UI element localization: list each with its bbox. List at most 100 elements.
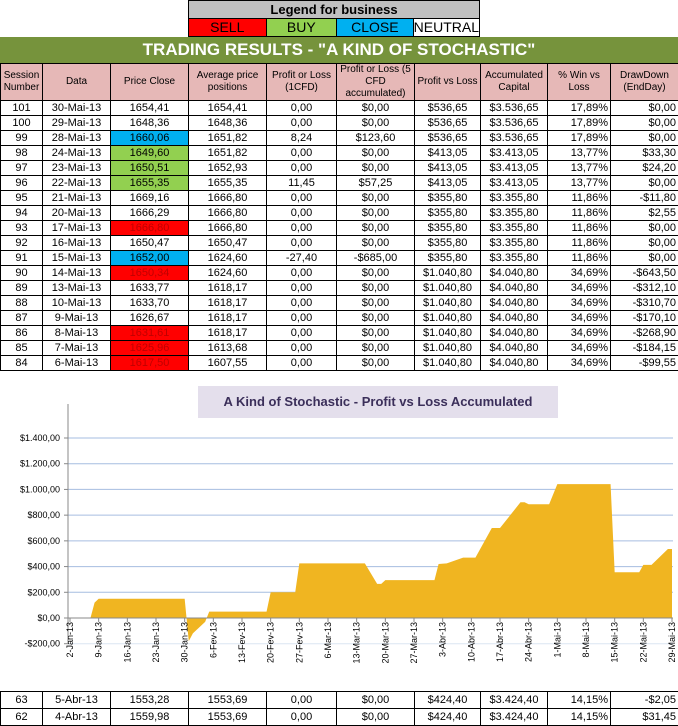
y-tick-label: $800,00 [27, 510, 60, 520]
y-tick-label: $200,00 [27, 587, 60, 597]
cell--win-vs-loss: 34,69% [547, 295, 611, 311]
cell-price-close: 1559,98 [110, 708, 189, 726]
cell-profit-or-loss-1cfd: 0,00 [266, 205, 337, 221]
y-tick-label: $600,00 [27, 536, 60, 546]
x-tick-label: 22-Mai-13 [638, 622, 648, 663]
table-row: 62 4-Abr-13 1559,98 1553,69 0,00 $0,00 $424,40… [0, 708, 678, 726]
x-tick-label: 27-Fev-13 [294, 622, 304, 663]
cell-price-close: 1649,60 [110, 145, 189, 161]
cell-profit-or-loss-5-cfd-accumulated: $0,00 [336, 708, 415, 726]
cell-price-close: 1652,00 [110, 250, 189, 266]
cell-drawdown-endday: -$11,80 [610, 190, 678, 206]
cell-average-price-positions: 1618,17 [188, 310, 267, 326]
x-tick-label: 15-Mai-13 [610, 622, 620, 663]
cell-drawdown-endday: $0,00 [610, 235, 678, 251]
cell-drawdown-endday: -$170,10 [610, 310, 678, 326]
column-header: Profit vs Loss [414, 63, 481, 101]
cell-profit-or-loss-1cfd: 0,00 [266, 235, 337, 251]
x-tick-label: 8-Mai-13 [581, 622, 591, 658]
cell-session-number: 101 [0, 100, 43, 116]
cell-average-price-positions: 1607,55 [188, 355, 267, 371]
cell-price-close: 1650,51 [110, 160, 189, 176]
cell-accumulated-capital: $3.355,80 [480, 250, 548, 266]
cell-profit-vs-loss: $1.040,80 [414, 310, 481, 326]
x-tick-label: 2-Jan-13 [65, 622, 75, 658]
cell-accumulated-capital: $4.040,80 [480, 265, 548, 281]
cell-accumulated-capital: $3.424,40 [480, 691, 548, 709]
legend-neutral: NEUTRAL [413, 19, 479, 36]
cell-price-close: 1626,67 [110, 310, 189, 326]
cell-session-number: 93 [0, 220, 43, 236]
cell-profit-or-loss-5-cfd-accumulated: $57,25 [336, 175, 415, 191]
table-row: 88 10-Mai-13 1633,70 1618,17 0,00 $0,00 $1.040… [0, 295, 678, 311]
cell-average-price-positions: 1618,17 [188, 295, 267, 311]
cell-price-close: 1553,28 [110, 691, 189, 709]
table-row: 97 23-Mai-13 1650,51 1652,93 0,00 $0,00 $413,0… [0, 160, 678, 176]
table-row: 92 16-Mai-13 1650,47 1650,47 0,00 $0,00 $355,8… [0, 235, 678, 251]
cell-accumulated-capital: $4.040,80 [480, 355, 548, 371]
cell-profit-vs-loss: $1.040,80 [414, 355, 481, 371]
legend-close: CLOSE [337, 19, 414, 36]
x-tick-label: 13-Fev-13 [237, 622, 247, 663]
y-tick-label: $1.000,00 [20, 484, 60, 494]
x-tick-label: 27-Mar-13 [409, 622, 419, 664]
cell-accumulated-capital: $3.355,80 [480, 220, 548, 236]
cell-profit-vs-loss: $536,65 [414, 115, 481, 131]
x-tick-label: 29-Mai-13 [667, 622, 677, 663]
cell-profit-vs-loss: $413,05 [414, 145, 481, 161]
cell-session-number: 62 [0, 708, 43, 726]
cell-profit-or-loss-5-cfd-accumulated: $123,60 [336, 130, 415, 146]
cell--win-vs-loss: 34,69% [547, 325, 611, 341]
cell-profit-vs-loss: $536,65 [414, 100, 481, 116]
cell--win-vs-loss: 13,77% [547, 175, 611, 191]
cell-profit-or-loss-5-cfd-accumulated: -$685,00 [336, 250, 415, 266]
cell-profit-or-loss-5-cfd-accumulated: $0,00 [336, 115, 415, 131]
cell-average-price-positions: 1666,80 [188, 220, 267, 236]
cell--win-vs-loss: 13,77% [547, 160, 611, 176]
cell--win-vs-loss: 11,86% [547, 205, 611, 221]
cell-profit-or-loss-1cfd: 0,00 [266, 160, 337, 176]
cell-accumulated-capital: $3.355,80 [480, 190, 548, 206]
header-row: Session Number Data Price Close Average pri… [0, 63, 678, 101]
x-tick-label: 17-Abr-13 [495, 622, 505, 662]
cell-profit-or-loss-1cfd: 0,00 [266, 691, 337, 709]
cell-price-close: 1631,61 [110, 325, 189, 341]
x-tick-label: 20-Mar-13 [380, 622, 390, 664]
cell-profit-or-loss-5-cfd-accumulated: $0,00 [336, 295, 415, 311]
cell-data: 8-Mai-13 [42, 325, 111, 341]
column-header: Price Close [110, 63, 189, 101]
cell-data: 28-Mai-13 [42, 130, 111, 146]
cell--win-vs-loss: 34,69% [547, 340, 611, 356]
cell-profit-or-loss-1cfd: 0,00 [266, 190, 337, 206]
cell-average-price-positions: 1553,69 [188, 708, 267, 726]
cell-drawdown-endday: $0,00 [610, 115, 678, 131]
cell-average-price-positions: 1654,41 [188, 100, 267, 116]
cell-drawdown-endday: $2,55 [610, 205, 678, 221]
cell-data: 24-Mai-13 [42, 145, 111, 161]
cell-drawdown-endday: -$2,05 [610, 691, 678, 709]
results-table-continued: 63 5-Abr-13 1553,28 1553,69 0,00 $0,00 $424,40… [0, 691, 678, 726]
cell-drawdown-endday: $33,30 [610, 145, 678, 161]
cell-accumulated-capital: $3.355,80 [480, 205, 548, 221]
y-tick-label: $1.200,00 [20, 459, 60, 469]
cell-drawdown-endday: -$99,55 [610, 355, 678, 371]
cell-data: 30-Mai-13 [42, 100, 111, 116]
cell-session-number: 95 [0, 190, 43, 206]
cell-profit-or-loss-1cfd: 11,45 [266, 175, 337, 191]
cell-session-number: 100 [0, 115, 43, 131]
cell-data: 10-Mai-13 [42, 295, 111, 311]
cell-session-number: 96 [0, 175, 43, 191]
cell-accumulated-capital: $4.040,80 [480, 280, 548, 296]
cell-profit-vs-loss: $424,40 [414, 691, 481, 709]
cell-price-close: 1633,77 [110, 280, 189, 296]
cell-profit-vs-loss: $1.040,80 [414, 265, 481, 281]
cell-data: 13-Mai-13 [42, 280, 111, 296]
legend-items: SELL BUY CLOSE NEUTRAL [188, 18, 480, 37]
legend-title: Legend for business [188, 0, 480, 18]
cell-data: 21-Mai-13 [42, 190, 111, 206]
x-tick-label: 9-Jan-13 [94, 622, 104, 658]
cell-profit-vs-loss: $1.040,80 [414, 280, 481, 296]
x-tick-label: 20-Fev-13 [266, 622, 276, 663]
cell-accumulated-capital: $3.413,05 [480, 175, 548, 191]
cell-profit-or-loss-5-cfd-accumulated: $0,00 [336, 190, 415, 206]
